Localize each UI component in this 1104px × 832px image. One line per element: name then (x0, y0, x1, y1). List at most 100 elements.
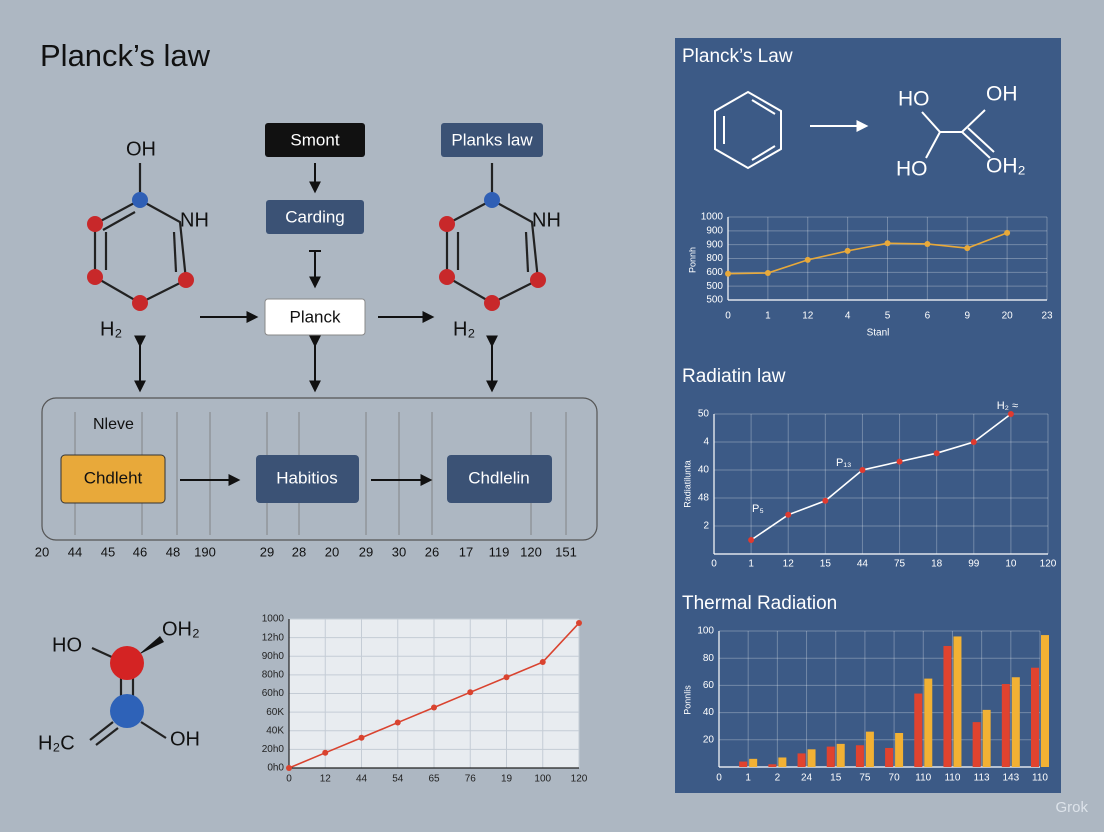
marker (764, 270, 771, 277)
marker (725, 270, 731, 277)
x-tick-label: 99 (968, 559, 980, 570)
line (750, 413, 1012, 541)
marker (394, 719, 401, 726)
y-tick-label: 90h0 (262, 651, 285, 662)
x-tick-label: 18 (931, 559, 943, 570)
number-row: 20 44 45 46 48 190 29 28 20 29 30 26 17 119 120 151 (35, 544, 577, 559)
y-tick-label: 900 (706, 225, 723, 236)
flow-box-label: Planks law (451, 130, 533, 149)
marker (964, 245, 971, 252)
x-tick-label: 20 (1002, 311, 1014, 322)
number-label: 119 (489, 544, 510, 559)
flow-box-label: Carding (285, 207, 345, 226)
x-axis-label: Stanl (867, 328, 890, 339)
y-tick-label: 80h0 (262, 670, 285, 681)
number-label: 28 (292, 544, 306, 559)
marker (322, 749, 329, 756)
watermark: Grok (1055, 799, 1088, 816)
number-label: 44 (68, 544, 82, 559)
atom-label: OH (170, 728, 200, 750)
x-tick-label: 70 (889, 773, 901, 784)
y-tick-label: 50 (698, 409, 710, 420)
marker (431, 704, 437, 711)
bar (855, 745, 864, 767)
x-tick-label: 100 (534, 774, 551, 785)
marker (859, 467, 866, 473)
marker (539, 659, 546, 666)
x-tick-label: 1 (748, 559, 754, 570)
y-tick-label: 20 (703, 734, 715, 745)
bar (865, 731, 874, 767)
x-tick-label: 19 (501, 774, 513, 785)
x-tick-label: 110 (944, 773, 960, 784)
y-tick-label: 40K (266, 725, 284, 736)
chart: 500 500 600 800 900 900 1000 0 1 12 4 5 6 9 20 23 Ponnh S… (687, 212, 1053, 339)
number-label: 120 (520, 544, 542, 559)
x-tick-label: 120 (1040, 559, 1057, 570)
number-label: 20 (325, 544, 339, 559)
x-tick-label: 110 (915, 773, 931, 784)
number-label: 30 (392, 544, 406, 559)
molecule-bottom: HO OH₂ H₂C OH (38, 618, 200, 754)
x-tick-label: 110 (1032, 773, 1048, 784)
y-tick-label: 100 (697, 626, 714, 637)
bar (836, 743, 845, 767)
x-tick-label: 0 (716, 773, 722, 784)
process: Nleve Chdleht Habitios Chdlelin (41, 397, 598, 541)
annotation: P₁₃ (836, 457, 852, 469)
flow-box-label: Smont (290, 130, 339, 149)
reaction: HO OH HO OH₂ (714, 83, 1026, 181)
x-tick-label: 10 (1005, 559, 1017, 570)
number-label: 151 (555, 544, 577, 559)
bar (768, 764, 777, 767)
atom-label: OH₂ (162, 618, 200, 640)
marker (286, 765, 292, 771)
number-label: 29 (260, 544, 274, 559)
x-tick-label: 5 (885, 311, 891, 322)
y-tick-label: 80 (703, 653, 715, 664)
x-tick-label: 12 (320, 774, 332, 785)
atom-label: H₂ (100, 318, 122, 340)
annotation: H₂ ≈ (997, 400, 1018, 412)
x-tick-label: 0 (286, 774, 292, 785)
atom-label: OH₂ (986, 155, 1026, 178)
x-tick-label: 65 (428, 774, 440, 785)
number-label: 17 (459, 544, 473, 559)
atom-label: HO (896, 158, 928, 181)
line (727, 232, 1008, 275)
atom-label: HO (52, 634, 82, 656)
atom-label: OH (126, 138, 156, 160)
marker (1004, 229, 1011, 236)
y-tick-label: 40 (703, 707, 715, 718)
number-label: 190 (194, 544, 216, 559)
process-box-label: Habitios (276, 468, 337, 487)
x-tick-label: 143 (1002, 773, 1019, 784)
marker (970, 439, 977, 445)
bar (895, 733, 904, 767)
x-tick-label: 24 (801, 773, 813, 784)
bar (885, 747, 894, 767)
marker (804, 256, 811, 263)
x-tick-label: 4 (845, 311, 851, 322)
marker (503, 674, 510, 681)
y-tick-label: 600 (706, 267, 723, 278)
y-axis-label: Ponnlis (682, 685, 692, 715)
y-tick-label: 1000 (701, 212, 724, 223)
bar (749, 758, 758, 767)
x-tick-label: 23 (1041, 311, 1053, 322)
molecule-left: OH NH H₂ (87, 138, 209, 340)
bar (1001, 684, 1010, 767)
x-tick-label: 9 (964, 311, 970, 322)
marker (933, 450, 940, 457)
number-label: 29 (359, 544, 373, 559)
y-tick-label: 20h0 (262, 744, 285, 755)
chart: 2 48 40 4 50 0 1 12 15 44 75 18 99 10 120 Radiatilunta P… (682, 400, 1056, 570)
number-label: 20 (35, 544, 49, 559)
x-tick-label: 75 (894, 559, 906, 570)
number-label: 46 (133, 544, 147, 559)
bar (797, 753, 806, 767)
flow-box-label: Planck (289, 307, 341, 326)
y-tick-label: 2 (703, 521, 709, 532)
process-label: Nleve (93, 416, 134, 433)
